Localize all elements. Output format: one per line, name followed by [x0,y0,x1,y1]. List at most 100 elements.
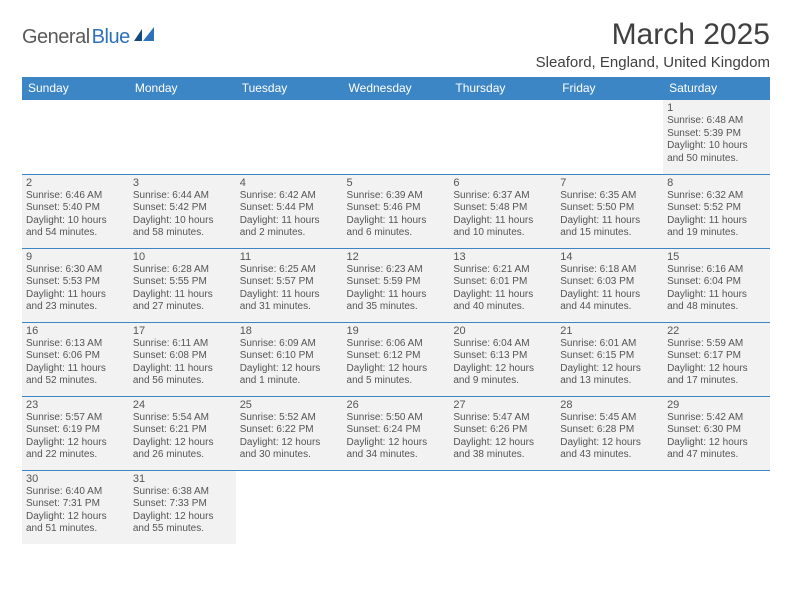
day-number: 19 [347,325,446,337]
daylight-text: Daylight: 11 hours [347,215,446,228]
sunrise-text: Sunrise: 5:52 AM [240,412,339,425]
sunset-text: Sunset: 6:15 PM [560,350,659,363]
calendar-day-cell: 29Sunrise: 5:42 AMSunset: 6:30 PMDayligh… [663,396,770,470]
day-number: 4 [240,177,339,189]
flag-icon [134,27,156,48]
weekday-header: Sunday [22,77,129,100]
calendar-day-cell: 6Sunrise: 6:37 AMSunset: 5:48 PMDaylight… [449,174,556,248]
day-number: 16 [26,325,125,337]
day-number: 1 [667,102,766,114]
daylight-text: and 10 minutes. [453,227,552,240]
day-number: 6 [453,177,552,189]
sunrise-text: Sunrise: 6:04 AM [453,338,552,351]
sunset-text: Sunset: 6:04 PM [667,276,766,289]
sunrise-text: Sunrise: 6:35 AM [560,190,659,203]
daylight-text: and 19 minutes. [667,227,766,240]
daylight-text: and 34 minutes. [347,449,446,462]
daylight-text: Daylight: 12 hours [560,363,659,376]
sunrise-text: Sunrise: 6:30 AM [26,264,125,277]
sunset-text: Sunset: 5:57 PM [240,276,339,289]
calendar-day-cell: 26Sunrise: 5:50 AMSunset: 6:24 PMDayligh… [343,396,450,470]
daylight-text: and 44 minutes. [560,301,659,314]
weekday-row: Sunday Monday Tuesday Wednesday Thursday… [22,77,770,100]
sunrise-text: Sunrise: 6:48 AM [667,115,766,128]
daylight-text: Daylight: 11 hours [133,289,232,302]
calendar-day-cell: 27Sunrise: 5:47 AMSunset: 6:26 PMDayligh… [449,396,556,470]
calendar-day-cell [343,470,450,544]
calendar-day-cell: 16Sunrise: 6:13 AMSunset: 6:06 PMDayligh… [22,322,129,396]
day-number: 23 [26,399,125,411]
daylight-text: and 22 minutes. [26,449,125,462]
day-number: 22 [667,325,766,337]
sunset-text: Sunset: 5:59 PM [347,276,446,289]
daylight-text: Daylight: 11 hours [240,289,339,302]
day-number: 27 [453,399,552,411]
calendar-week-row: 1Sunrise: 6:48 AMSunset: 5:39 PMDaylight… [22,100,770,174]
calendar-week-row: 16Sunrise: 6:13 AMSunset: 6:06 PMDayligh… [22,322,770,396]
daylight-text: and 35 minutes. [347,301,446,314]
calendar-day-cell: 25Sunrise: 5:52 AMSunset: 6:22 PMDayligh… [236,396,343,470]
sunset-text: Sunset: 6:24 PM [347,424,446,437]
sunset-text: Sunset: 5:50 PM [560,202,659,215]
daylight-text: and 40 minutes. [453,301,552,314]
daylight-text: and 26 minutes. [133,449,232,462]
brand-logo: GeneralBlue [22,18,156,49]
daylight-text: and 55 minutes. [133,523,232,536]
daylight-text: Daylight: 11 hours [26,363,125,376]
calendar-day-cell [343,100,450,174]
weekday-header: Saturday [663,77,770,100]
title-block: March 2025 Sleaford, England, United Kin… [536,18,770,71]
daylight-text: and 30 minutes. [240,449,339,462]
day-number: 25 [240,399,339,411]
sunset-text: Sunset: 6:22 PM [240,424,339,437]
day-number: 14 [560,251,659,263]
day-number: 9 [26,251,125,263]
calendar-day-cell [449,100,556,174]
sunrise-text: Sunrise: 6:16 AM [667,264,766,277]
daylight-text: Daylight: 12 hours [347,363,446,376]
calendar-day-cell: 12Sunrise: 6:23 AMSunset: 5:59 PMDayligh… [343,248,450,322]
sunrise-text: Sunrise: 6:01 AM [560,338,659,351]
sunrise-text: Sunrise: 6:46 AM [26,190,125,203]
daylight-text: Daylight: 12 hours [240,437,339,450]
day-number: 21 [560,325,659,337]
calendar-day-cell: 3Sunrise: 6:44 AMSunset: 5:42 PMDaylight… [129,174,236,248]
daylight-text: Daylight: 10 hours [667,140,766,153]
daylight-text: Daylight: 12 hours [453,437,552,450]
daylight-text: and 50 minutes. [667,153,766,166]
daylight-text: and 2 minutes. [240,227,339,240]
sunrise-text: Sunrise: 6:11 AM [133,338,232,351]
calendar-day-cell: 19Sunrise: 6:06 AMSunset: 6:12 PMDayligh… [343,322,450,396]
day-number: 12 [347,251,446,263]
sunset-text: Sunset: 6:06 PM [26,350,125,363]
sunset-text: Sunset: 5:42 PM [133,202,232,215]
sunset-text: Sunset: 6:08 PM [133,350,232,363]
daylight-text: Daylight: 12 hours [133,437,232,450]
sunset-text: Sunset: 6:30 PM [667,424,766,437]
sunset-text: Sunset: 6:19 PM [26,424,125,437]
daylight-text: and 17 minutes. [667,375,766,388]
daylight-text: Daylight: 12 hours [560,437,659,450]
calendar-day-cell [556,100,663,174]
day-number: 10 [133,251,232,263]
day-number: 28 [560,399,659,411]
daylight-text: and 15 minutes. [560,227,659,240]
sunset-text: Sunset: 7:31 PM [26,498,125,511]
daylight-text: Daylight: 12 hours [26,437,125,450]
brand-sub: Blue [92,26,130,49]
sunrise-text: Sunrise: 6:28 AM [133,264,232,277]
daylight-text: and 56 minutes. [133,375,232,388]
day-number: 20 [453,325,552,337]
calendar-week-row: 30Sunrise: 6:40 AMSunset: 7:31 PMDayligh… [22,470,770,544]
daylight-text: Daylight: 11 hours [133,363,232,376]
calendar-day-cell: 21Sunrise: 6:01 AMSunset: 6:15 PMDayligh… [556,322,663,396]
calendar-day-cell [556,470,663,544]
calendar-day-cell [663,470,770,544]
sunrise-text: Sunrise: 6:21 AM [453,264,552,277]
weekday-header: Tuesday [236,77,343,100]
sunrise-text: Sunrise: 6:37 AM [453,190,552,203]
calendar-day-cell: 10Sunrise: 6:28 AMSunset: 5:55 PMDayligh… [129,248,236,322]
calendar-day-cell [236,100,343,174]
day-number: 26 [347,399,446,411]
calendar-day-cell [236,470,343,544]
